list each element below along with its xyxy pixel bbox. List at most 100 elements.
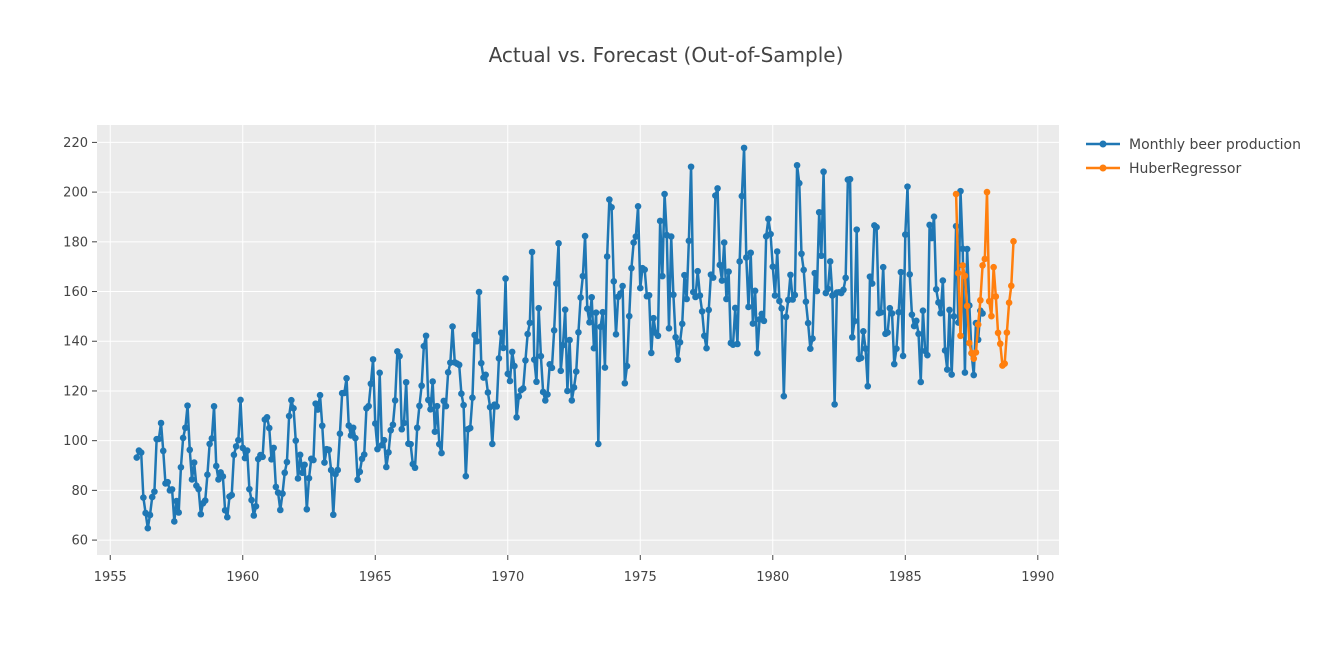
data-point	[606, 196, 613, 203]
data-point	[634, 202, 642, 210]
data-point	[572, 368, 580, 375]
data-point	[376, 369, 383, 377]
data-point	[963, 302, 971, 310]
data-point	[250, 512, 258, 519]
data-point	[595, 440, 602, 448]
data-point	[583, 305, 591, 312]
data-point	[206, 440, 213, 448]
x-tick-label: 1960	[226, 570, 259, 585]
data-point	[890, 360, 898, 368]
data-point	[937, 309, 944, 317]
data-point	[802, 298, 810, 306]
data-point	[625, 312, 633, 320]
data-point	[992, 293, 1000, 300]
data-point	[740, 144, 748, 152]
data-point	[305, 474, 313, 482]
data-point	[427, 406, 434, 413]
data-point	[179, 434, 187, 442]
data-point	[296, 451, 304, 459]
data-point	[681, 271, 688, 279]
data-point	[270, 444, 277, 452]
data-point	[564, 387, 571, 395]
data-point	[369, 356, 377, 363]
data-point	[990, 263, 997, 271]
data-point	[678, 320, 686, 328]
data-point	[458, 390, 465, 397]
legend-item[interactable]: Monthly beer production	[1086, 137, 1301, 153]
data-point	[694, 267, 701, 275]
data-point	[917, 378, 925, 386]
data-point	[550, 327, 558, 334]
data-point	[513, 414, 520, 421]
data-point	[630, 239, 637, 246]
data-point	[190, 459, 198, 466]
data-point	[201, 497, 209, 504]
data-point	[241, 454, 249, 462]
data-point	[641, 266, 648, 273]
data-point	[895, 308, 902, 316]
data-point	[360, 451, 368, 458]
x-tick-label: 1990	[1021, 570, 1054, 585]
data-point	[972, 349, 980, 356]
data-point	[676, 338, 684, 346]
data-point	[155, 435, 163, 443]
data-point	[897, 268, 905, 276]
data-point	[553, 280, 560, 287]
data-point	[815, 208, 823, 216]
data-point	[455, 361, 463, 369]
data-point	[884, 329, 891, 336]
data-point	[299, 469, 306, 477]
data-point	[654, 332, 662, 340]
data-point	[961, 369, 969, 376]
legend-label: HuberRegressor	[1129, 161, 1241, 177]
data-point	[197, 510, 205, 518]
data-point	[612, 330, 620, 338]
data-point	[133, 454, 141, 461]
data-point	[177, 463, 185, 471]
data-point	[354, 476, 361, 483]
data-point	[645, 291, 653, 299]
data-point	[659, 272, 666, 280]
data-point	[712, 192, 719, 199]
data-point	[734, 340, 741, 348]
data-point	[696, 292, 704, 299]
data-point	[720, 239, 728, 246]
data-point	[628, 264, 635, 272]
data-point	[184, 402, 191, 409]
data-point	[800, 266, 807, 274]
data-point	[977, 296, 984, 304]
data-point	[416, 402, 423, 410]
legend-item[interactable]: HuberRegressor	[1086, 161, 1241, 177]
data-point	[321, 459, 328, 466]
data-point	[979, 262, 986, 269]
data-point	[981, 255, 989, 263]
legend[interactable]: Monthly beer production HuberRegressor	[1086, 137, 1301, 177]
data-point	[809, 335, 816, 342]
data-point	[842, 274, 849, 282]
data-point	[528, 248, 536, 256]
series-1	[952, 188, 1017, 369]
data-point	[623, 362, 631, 370]
data-point	[716, 261, 724, 269]
data-point	[979, 310, 986, 317]
data-point	[188, 476, 196, 483]
data-point	[212, 462, 220, 470]
data-point	[824, 285, 832, 293]
data-point	[994, 329, 1002, 337]
data-point	[173, 497, 180, 505]
data-point	[495, 355, 503, 362]
data-point	[221, 506, 229, 514]
data-point	[656, 217, 664, 225]
data-point	[930, 213, 938, 221]
data-point	[272, 483, 280, 491]
data-point	[648, 349, 655, 357]
data-point	[228, 491, 236, 499]
y-tick-label: 180	[63, 235, 88, 250]
data-point	[632, 233, 640, 240]
data-point	[807, 345, 814, 353]
data-point	[840, 286, 847, 294]
data-point	[948, 371, 955, 378]
data-point	[795, 179, 803, 187]
data-point	[831, 401, 838, 408]
data-point	[798, 250, 805, 258]
